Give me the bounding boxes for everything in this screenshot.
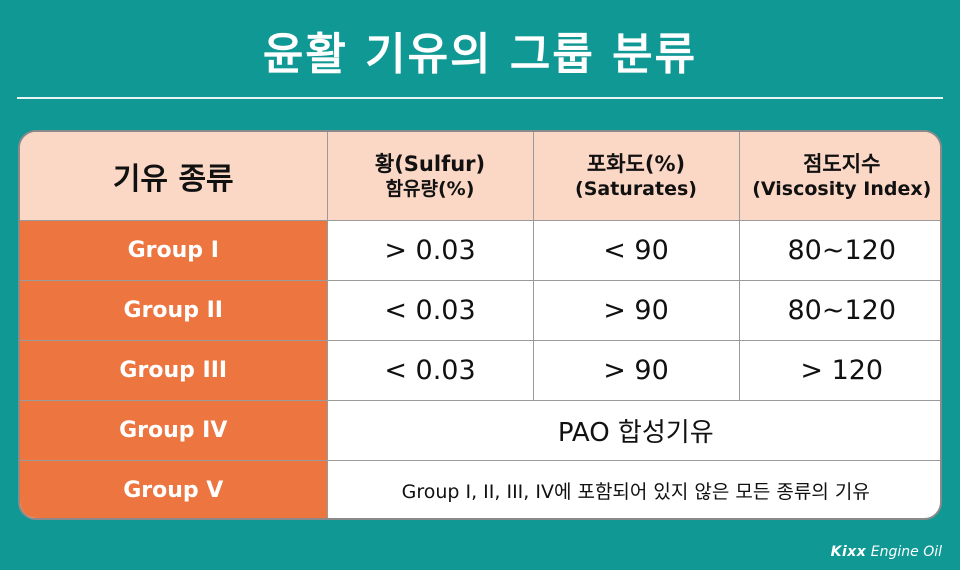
header-saturates-line2: (Saturates) — [575, 177, 697, 200]
header-viscosity-index: 점도지수 (Viscosity Index) — [738, 132, 940, 221]
page-title: 윤활 기유의 그룹 분류 — [262, 29, 698, 80]
table-header-row: 기유 종류 황(Sulfur) 함유량(%) 포화도(%) (Saturates… — [20, 132, 940, 221]
table-row: Group V Group I, II, III, IV에 포함되어 있지 않은… — [20, 459, 940, 518]
brand-logo-suffix: Engine Oil — [870, 544, 942, 560]
title-divider — [17, 97, 943, 99]
viscosity-index-value: 80~120 — [738, 219, 940, 281]
classification-table: 기유 종류 황(Sulfur) 함유량(%) 포화도(%) (Saturates… — [18, 130, 942, 520]
header-saturates-line1: 포화도(%) — [586, 151, 686, 176]
header-saturates: 포화도(%) (Saturates) — [532, 132, 740, 221]
table-row: Group IV PAO 합성기유 — [20, 399, 940, 461]
header-vi-line1: 점도지수 — [803, 151, 881, 176]
saturates-value: > 90 — [532, 339, 740, 401]
sulfur-value: > 0.03 — [326, 219, 534, 281]
saturates-value: < 90 — [532, 219, 740, 281]
table-row: Group I > 0.03 < 90 80~120 — [20, 219, 940, 281]
group-label: Group IV — [20, 399, 328, 461]
header-vi-line2: (Viscosity Index) — [752, 177, 932, 200]
header-sulfur: 황(Sulfur) 함유량(%) — [326, 132, 534, 221]
merged-description: PAO 합성기유 — [326, 399, 940, 461]
viscosity-index-value: > 120 — [738, 339, 940, 401]
group-label: Group V — [20, 459, 328, 518]
brand-logo-mark: Kixx — [830, 544, 867, 560]
header-base-oil-type: 기유 종류 — [20, 132, 328, 221]
group-label: Group II — [20, 279, 328, 341]
sulfur-value: < 0.03 — [326, 279, 534, 341]
group-label: Group III — [20, 339, 328, 401]
table-row: Group III < 0.03 > 90 > 120 — [20, 339, 940, 401]
brand-logo: Kixx Engine Oil — [831, 544, 942, 560]
group-label: Group I — [20, 219, 328, 281]
header-sulfur-line2: 함유량(%) — [385, 177, 475, 200]
viscosity-index-value: 80~120 — [738, 279, 940, 341]
table-row: Group II < 0.03 > 90 80~120 — [20, 279, 940, 341]
header-sulfur-line1: 황(Sulfur) — [374, 151, 486, 176]
merged-description: Group I, II, III, IV에 포함되어 있지 않은 모든 종류의 … — [326, 459, 940, 518]
saturates-value: > 90 — [532, 279, 740, 341]
sulfur-value: < 0.03 — [326, 339, 534, 401]
